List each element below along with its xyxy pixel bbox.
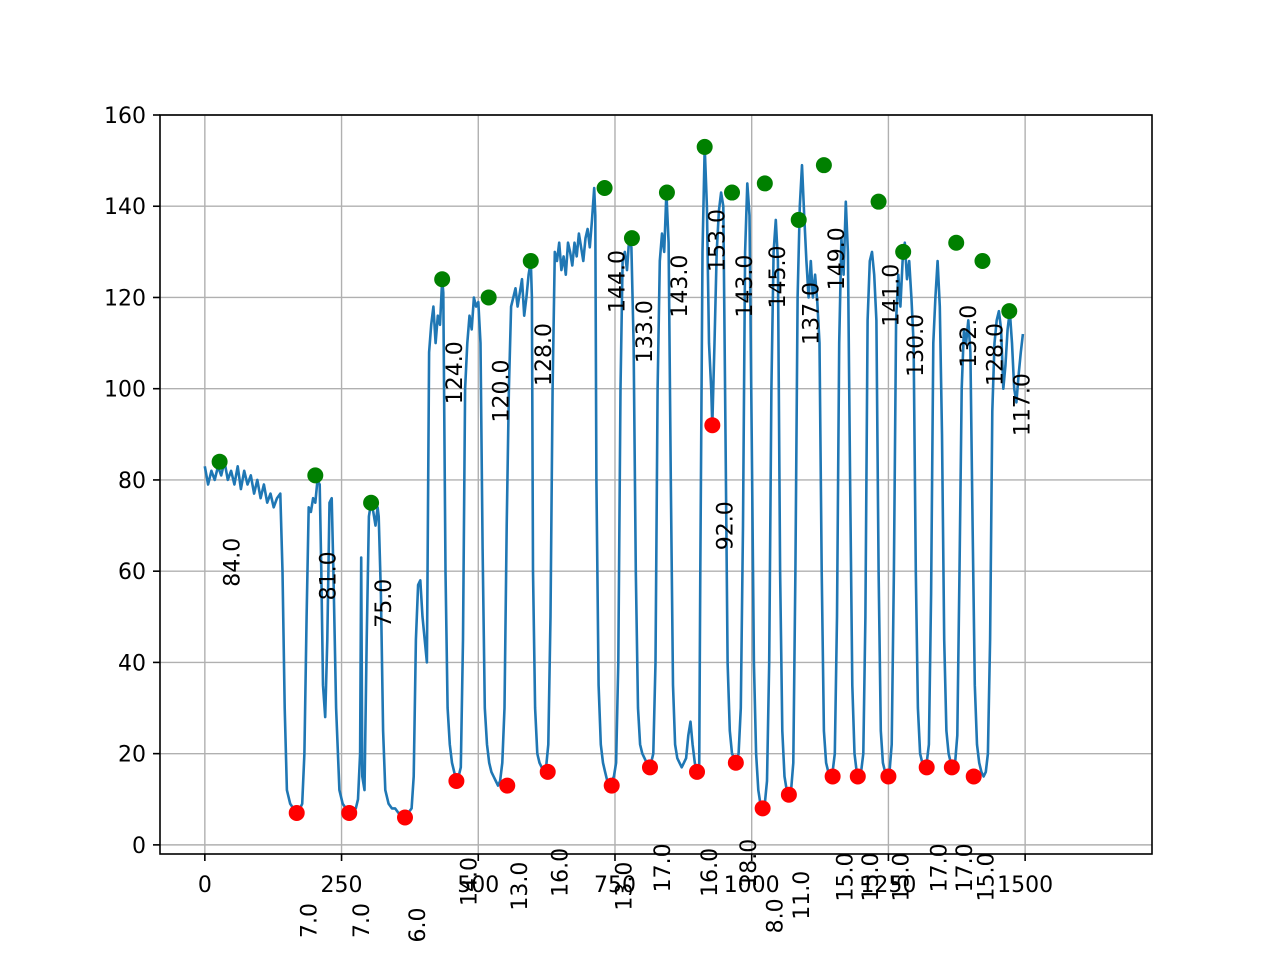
trough-marker [880, 768, 897, 785]
peak-marker [815, 157, 832, 174]
peak-marker [724, 184, 741, 201]
trough-marker [341, 804, 358, 821]
peak-label: 128.0 [532, 323, 557, 386]
peak-marker [974, 252, 991, 269]
trough-marker [780, 786, 797, 803]
trough-marker [849, 768, 866, 785]
trough-marker [918, 759, 935, 776]
trough-marker [539, 763, 556, 780]
trough-label: 13.0 [613, 862, 638, 911]
peak-label: 84.0 [221, 538, 246, 587]
trough-marker [965, 768, 982, 785]
peak-label: 143.0 [668, 255, 693, 318]
trough-label: 16.0 [698, 848, 723, 897]
trough-label: 7.0 [298, 903, 323, 938]
plot-frame [159, 114, 1153, 855]
trough-label: 7.0 [350, 903, 375, 938]
x-tick-label: 750 [594, 873, 636, 898]
peak-marker [948, 234, 965, 251]
peak-marker [790, 211, 807, 228]
trough-label: 15.0 [834, 852, 859, 901]
peak-label: 132.0 [957, 305, 982, 368]
peak-label: 144.0 [606, 250, 631, 313]
peak-label: 149.0 [825, 227, 850, 290]
peak-marker [596, 179, 613, 196]
y-tick-label: 20 [118, 743, 146, 768]
peak-marker [658, 184, 675, 201]
trough-marker [499, 777, 516, 794]
peak-label: 143.0 [733, 255, 758, 318]
y-tick-label: 80 [118, 469, 146, 494]
y-tick-label: 100 [104, 378, 146, 403]
trough-marker [689, 763, 706, 780]
peak-marker [211, 453, 228, 470]
peak-marker [870, 193, 887, 210]
peak-marker [623, 230, 640, 247]
trough-marker [448, 773, 465, 790]
peak-marker [363, 494, 380, 511]
trough-label: 14.0 [457, 857, 482, 906]
peak-label: 130.0 [904, 314, 929, 377]
peak-label: 120.0 [490, 359, 515, 422]
peak-label: 117.0 [1010, 373, 1035, 436]
peak-marker [307, 467, 324, 484]
peak-label: 153.0 [706, 209, 731, 272]
trough-label: 16.0 [549, 848, 574, 897]
trough-label: 17.0 [928, 843, 953, 892]
x-tick-label: 1000 [724, 873, 780, 898]
peak-marker [434, 271, 451, 288]
trough-marker [943, 759, 960, 776]
peak-marker [522, 252, 539, 269]
x-tick-label: 250 [321, 873, 363, 898]
peak-marker [756, 175, 773, 192]
trough-marker [641, 759, 658, 776]
trough-marker [727, 754, 744, 771]
trough-marker [824, 768, 841, 785]
trough-label: 15.0 [859, 852, 884, 901]
trough-label: 15.0 [975, 852, 1000, 901]
trough-label: 8.0 [764, 898, 789, 933]
trough-label: 17.0 [651, 843, 676, 892]
trough-label: 18.0 [737, 839, 762, 888]
peak-label: 81.0 [316, 551, 341, 600]
peak-marker [480, 289, 497, 306]
trough-marker [603, 777, 620, 794]
x-tick-label: 1500 [997, 873, 1053, 898]
y-tick-label: 60 [118, 560, 146, 585]
series-line [203, 145, 1025, 819]
peak-marker [696, 138, 713, 155]
y-tick-label: 160 [104, 104, 146, 129]
trough-label: 15.0 [889, 852, 914, 901]
trough-label: 92.0 [713, 501, 738, 550]
peak-marker [895, 243, 912, 260]
trough-label: 13.0 [508, 862, 533, 911]
peak-marker [1001, 303, 1018, 320]
peak-label: 128.0 [983, 323, 1008, 386]
x-tick-label: 500 [457, 873, 499, 898]
trough-label: 17.0 [953, 843, 978, 892]
trough-label: 11.0 [790, 871, 815, 920]
trough-marker [288, 804, 305, 821]
peak-label: 141.0 [880, 264, 905, 327]
peak-label: 75.0 [372, 579, 397, 628]
trough-label: 6.0 [406, 908, 431, 943]
y-tick-label: 0 [132, 834, 146, 859]
peak-label: 145.0 [766, 245, 791, 308]
trough-marker [754, 800, 771, 817]
peak-label: 137.0 [800, 282, 825, 345]
y-tick-label: 120 [104, 286, 146, 311]
x-tick-label: 0 [198, 873, 212, 898]
x-tick-label: 1250 [860, 873, 916, 898]
peak-label: 124.0 [443, 341, 468, 404]
axes: 0 250 500 750 1000 1250 1500 0 20 40 60 80 100 120 140… [104, 104, 1153, 898]
peak-label: 133.0 [633, 300, 658, 363]
y-tick-label: 140 [104, 195, 146, 220]
trough-marker [396, 809, 413, 826]
trough-marker [704, 417, 721, 434]
y-tick-label: 40 [118, 651, 146, 676]
